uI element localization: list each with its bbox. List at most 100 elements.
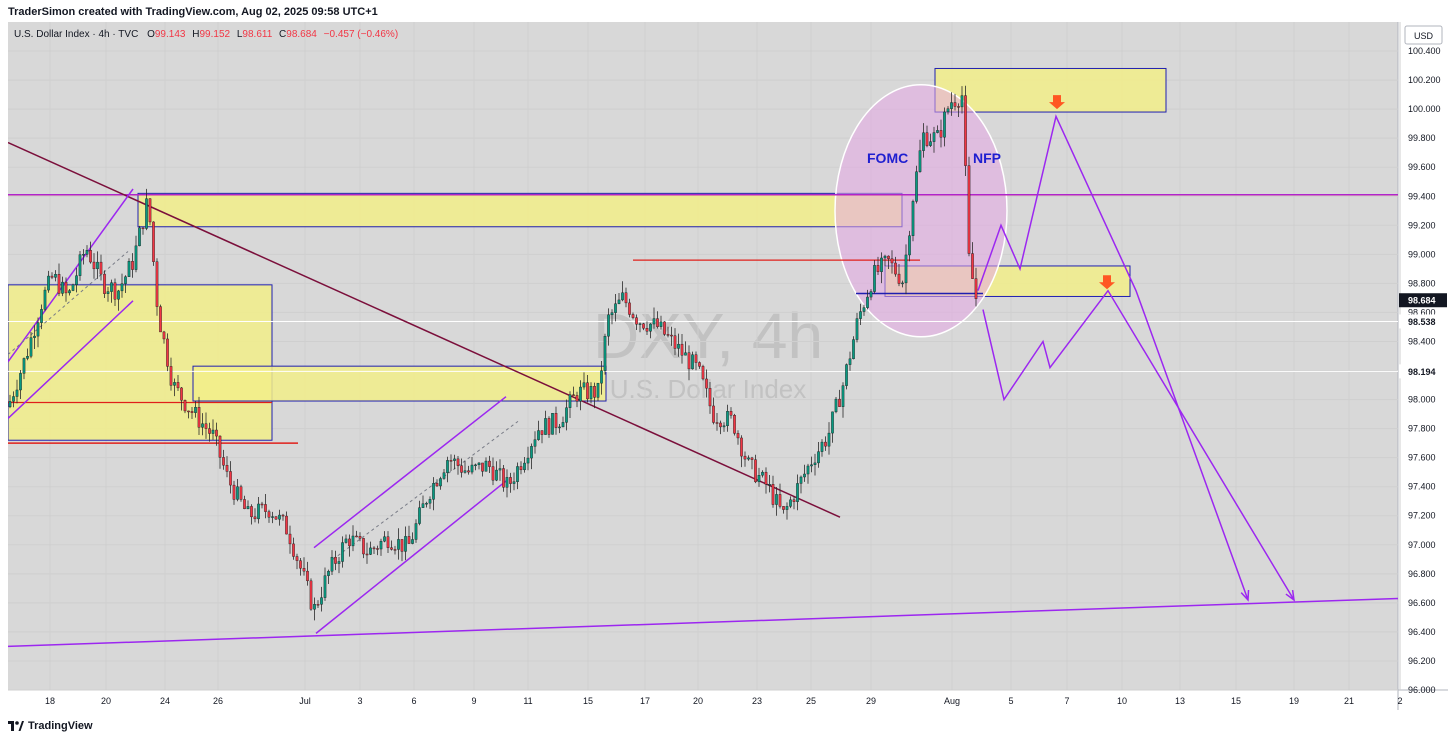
candle-body <box>540 430 544 435</box>
candle-body <box>383 536 386 542</box>
candle-body <box>593 386 596 398</box>
candle-body <box>407 536 411 544</box>
candle-body <box>880 257 883 272</box>
candle-body <box>533 439 537 447</box>
candle-body <box>197 407 201 428</box>
candle-body <box>271 516 274 518</box>
candle-body <box>705 378 708 389</box>
x-tick-label: 6 <box>411 696 416 706</box>
channel-lower <box>7 300 134 419</box>
candle-body <box>306 570 309 582</box>
chart-area[interactable]: DXY, 4h U.S. Dollar Index FOMC NFP 100.40… <box>7 22 1448 710</box>
supply-demand-zone <box>7 284 273 441</box>
supply-demand-zone <box>934 67 1167 113</box>
candle-body <box>638 323 642 325</box>
candle-body <box>950 102 953 109</box>
candle-body <box>211 429 215 434</box>
ohlc-l-value: 98.611 <box>242 29 272 40</box>
time-axis-background <box>8 690 1448 710</box>
ohlc-c-label: C <box>279 29 286 40</box>
candle-body <box>537 430 540 440</box>
candle-body <box>36 322 40 337</box>
candle-body <box>54 274 57 278</box>
candle-body <box>799 476 803 484</box>
candle-body <box>446 460 449 473</box>
level-price-tag-text: 98.538 <box>1408 317 1436 327</box>
candle-body <box>309 580 313 610</box>
candle-body <box>229 471 232 486</box>
candle-body <box>257 503 260 520</box>
candle-body <box>803 473 806 478</box>
x-tick-label: 24 <box>160 696 170 706</box>
candle-body <box>712 405 715 423</box>
candle-body <box>351 535 355 547</box>
x-tick-label: 17 <box>640 696 650 706</box>
candle-body <box>757 475 761 483</box>
candle-body <box>554 413 558 428</box>
candle-body <box>334 556 337 564</box>
currency-button[interactable]: USD <box>1404 25 1443 45</box>
candle-body <box>866 296 869 308</box>
candle-body <box>71 284 75 291</box>
candle-body <box>442 472 446 479</box>
projection-arrowhead <box>1240 589 1250 602</box>
candle-body <box>467 470 470 473</box>
candle-body <box>26 356 29 359</box>
candle-body <box>635 317 638 325</box>
candle-body <box>502 468 505 488</box>
candle-body <box>432 483 435 500</box>
x-tick-label: 29 <box>866 696 876 706</box>
y-tick-label: 100.400 <box>1408 46 1441 56</box>
candle-body <box>113 282 117 300</box>
candle-body <box>29 337 33 357</box>
x-tick-label: 2 <box>1397 696 1402 706</box>
candle-body <box>607 314 610 337</box>
candle-body <box>82 254 85 256</box>
candle-body <box>600 370 603 384</box>
candle-body <box>845 364 848 386</box>
y-tick-label: 98.000 <box>1408 395 1436 405</box>
candle-body <box>460 465 463 473</box>
y-tick-label: 96.000 <box>1408 685 1436 695</box>
x-tick-label: 23 <box>752 696 762 706</box>
candle-body <box>530 446 533 459</box>
candle-body <box>761 471 764 476</box>
x-tick-label: 7 <box>1064 696 1069 706</box>
candle-body <box>141 227 145 230</box>
candle-body <box>393 549 397 551</box>
candle-body <box>656 318 659 327</box>
candlestick-chart[interactable]: DXY, 4h U.S. Dollar Index FOMC NFP 100.40… <box>7 22 1448 710</box>
candle-body <box>348 538 351 547</box>
candle-body <box>516 466 519 482</box>
candle-body <box>663 321 666 335</box>
candle-body <box>162 331 166 340</box>
candle-body <box>474 464 477 467</box>
symbol-info: U.S. Dollar Index · 4h · TVC O99.143 H99… <box>14 29 398 40</box>
candle-body <box>855 318 859 340</box>
candle-body <box>841 385 845 407</box>
candle-body <box>526 457 530 464</box>
candle-body <box>449 460 453 462</box>
footer <box>0 712 1456 740</box>
watermark: DXY, 4h U.S. Dollar Index <box>593 300 823 404</box>
candle-body <box>208 428 211 434</box>
candle-body <box>964 95 967 166</box>
candle-body <box>726 410 729 427</box>
candle-body <box>43 289 47 310</box>
x-tick-label: 15 <box>583 696 593 706</box>
candle-body <box>22 358 26 374</box>
candle-body <box>715 422 719 424</box>
overlay-layer: FOMC NFP <box>867 95 1295 602</box>
candle-body <box>565 407 568 423</box>
candle-body <box>250 506 253 518</box>
candle-body <box>302 568 306 572</box>
y-tick-label: 100.200 <box>1408 75 1441 85</box>
candle-body <box>901 282 904 285</box>
candle-body <box>596 382 600 398</box>
tradingview-logo[interactable]: TradingView <box>8 720 93 732</box>
candle-body <box>873 265 876 292</box>
candle-body <box>908 235 911 256</box>
last-price-tag-text: 98.684 <box>1408 296 1436 306</box>
fomc-label: FOMC <box>867 150 908 166</box>
candle-body <box>106 291 110 294</box>
